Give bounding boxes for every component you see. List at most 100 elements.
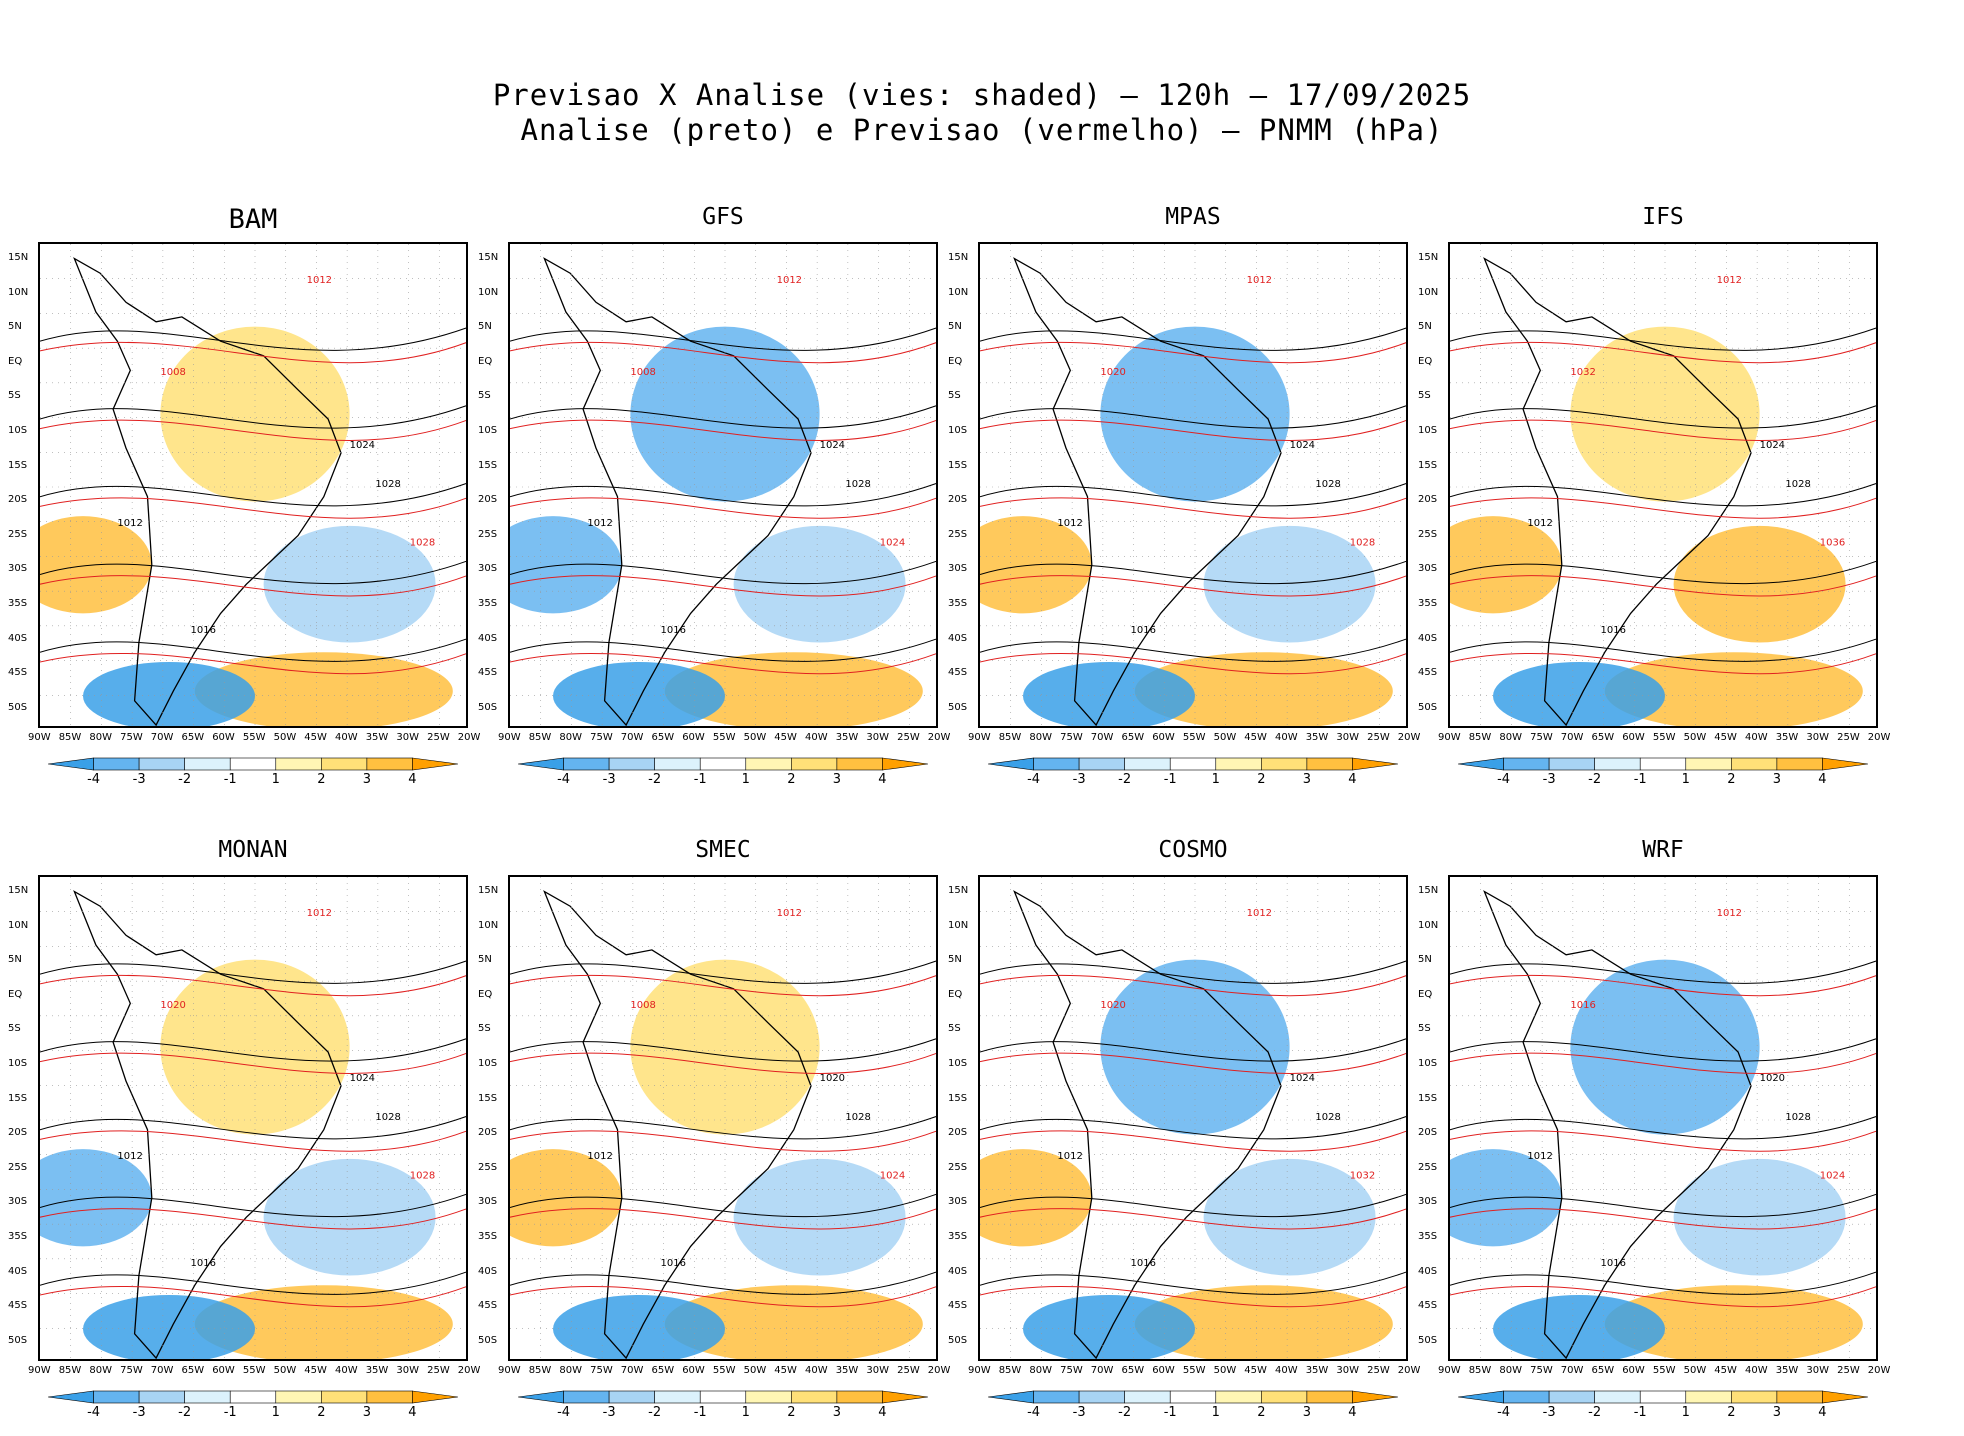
colorbar-swatch: [1458, 757, 1504, 771]
lon-label: 75W: [1060, 1365, 1083, 1376]
forecast-isobar: [510, 497, 936, 519]
colorbar-label: 4: [1348, 772, 1357, 787]
lat-label: 35S: [1418, 598, 1438, 609]
isobar-label: 1012: [307, 275, 332, 286]
panel-title-cosmo: COSMO: [1158, 837, 1228, 863]
analysis-isobar: [40, 482, 466, 507]
lon-label: 20W: [1397, 732, 1421, 743]
lon-label: 80W: [1029, 1365, 1053, 1376]
analysis-isobar: [40, 960, 466, 984]
colorbar-swatch: [184, 1390, 231, 1404]
colorbar-label: -4: [1027, 1405, 1041, 1420]
lon-label: 85W: [58, 1365, 82, 1376]
colorbar-label: 1: [271, 1405, 280, 1420]
lat-label: 25S: [1418, 1161, 1438, 1173]
isobar-label: 1028: [1785, 479, 1810, 490]
lat-label: 25S: [8, 528, 28, 540]
lat-label: 50S: [1418, 701, 1438, 713]
colorbar-label: -1: [1163, 772, 1177, 787]
analysis-isobar: [40, 638, 466, 662]
colorbar-label: -4: [1497, 1405, 1511, 1420]
lon-label: 35W: [1775, 1365, 1799, 1376]
colorbar-swatch: [1594, 1390, 1641, 1404]
colorbar-label: 1: [1681, 772, 1690, 787]
colorbar-label: -4: [557, 772, 571, 787]
lat-label: 15N: [478, 252, 499, 263]
bias-shading: [1604, 1285, 1863, 1359]
colorbar: -4 -3 -2 -1 1 2 3 4: [1458, 1389, 1888, 1429]
coastline: [543, 257, 812, 726]
lon-label: 60W: [1152, 732, 1175, 743]
isobar-label: 1024: [880, 537, 905, 548]
lat-label: 20S: [8, 494, 28, 506]
figure-subtitle: Analise (preto) e Previsao (vermelho) – …: [520, 113, 1444, 147]
lon-label: 30W: [1806, 1365, 1830, 1376]
analysis-isobar: [980, 960, 1406, 984]
lon-label: 80W: [1499, 732, 1523, 743]
isobar-label: 1012: [1247, 908, 1272, 919]
isobar-label: 1008: [160, 367, 185, 378]
lon-label: 55W: [1182, 1365, 1206, 1376]
colorbar-swatch: [1261, 757, 1308, 771]
lat-label: 10S: [1418, 1058, 1438, 1069]
lon-label: 30W: [1806, 732, 1830, 743]
lat-label: EQ: [1418, 988, 1433, 1000]
lat-label: EQ: [478, 988, 493, 1000]
lon-label: 55W: [242, 1365, 266, 1376]
forecast-isobar: [980, 419, 1406, 441]
colorbar-swatch: [1685, 757, 1732, 771]
colorbar-swatch: [1033, 1390, 1080, 1404]
lon-label: 45W: [1244, 1365, 1267, 1376]
colorbar-swatch: [654, 1390, 701, 1404]
analysis-isobar: [980, 327, 1406, 351]
lat-label: 40S: [1418, 632, 1438, 644]
isobar-label: 1016: [1570, 1000, 1595, 1011]
analysis-isobar: [1450, 638, 1876, 662]
colorbar-label: -4: [1027, 772, 1041, 787]
forecast-isobar: [1450, 497, 1876, 519]
lon-label: 85W: [998, 1365, 1022, 1376]
lon-label: 35W: [835, 1365, 859, 1376]
lon-label: 40W: [1745, 732, 1768, 743]
colorbar-swatch: [229, 757, 277, 771]
colorbar-swatch: [882, 1390, 928, 1404]
lat-label: 40S: [948, 1265, 968, 1277]
lon-label: 75W: [120, 732, 143, 743]
coastline: [73, 890, 342, 1359]
map-panel-gfs: 1012 1016 1024 1028 1012 1008 1024: [508, 242, 938, 728]
lon-label: 45W: [774, 732, 797, 743]
lat-label: 25S: [478, 1161, 498, 1173]
coastline: [1013, 890, 1282, 1359]
lon-label: 90W: [968, 732, 991, 743]
isobar-label: 1012: [777, 908, 802, 919]
lat-label: 45S: [8, 1300, 28, 1312]
bias-shading: [263, 1158, 436, 1276]
analysis-isobar: [1450, 1115, 1876, 1140]
lon-label: 55W: [242, 732, 266, 743]
panel-title-gfs: GFS: [702, 204, 744, 230]
lat-label: 5S: [8, 390, 21, 402]
bias-shading: [630, 959, 820, 1135]
isobar-label: 1028: [375, 479, 400, 490]
colorbar-swatch: [988, 757, 1034, 771]
lon-label: 85W: [58, 732, 82, 743]
forecast-isobar: [510, 419, 936, 441]
lon-label: 90W: [1438, 732, 1461, 743]
colorbar-swatch: [1352, 1390, 1398, 1404]
colorbar-swatch: [1261, 1390, 1308, 1404]
colorbar-swatch: [229, 1390, 277, 1404]
lon-label: 50W: [1683, 1365, 1707, 1376]
bias-shading: [664, 652, 923, 726]
analysis-isobar: [510, 1193, 936, 1218]
colorbar-label: 4: [878, 1405, 887, 1420]
lon-label: 65W: [1121, 1365, 1145, 1376]
colorbar-label: 1: [1211, 1405, 1220, 1420]
lon-label: 25W: [427, 1365, 450, 1376]
lat-label: 15N: [8, 252, 29, 263]
analysis-isobar: [40, 1193, 466, 1218]
lat-label: 35S: [8, 598, 28, 609]
analysis-isobar: [510, 327, 936, 351]
bias-shading: [1493, 661, 1665, 726]
forecast-isobar: [1450, 341, 1876, 364]
lon-label: 40W: [1745, 1365, 1768, 1376]
